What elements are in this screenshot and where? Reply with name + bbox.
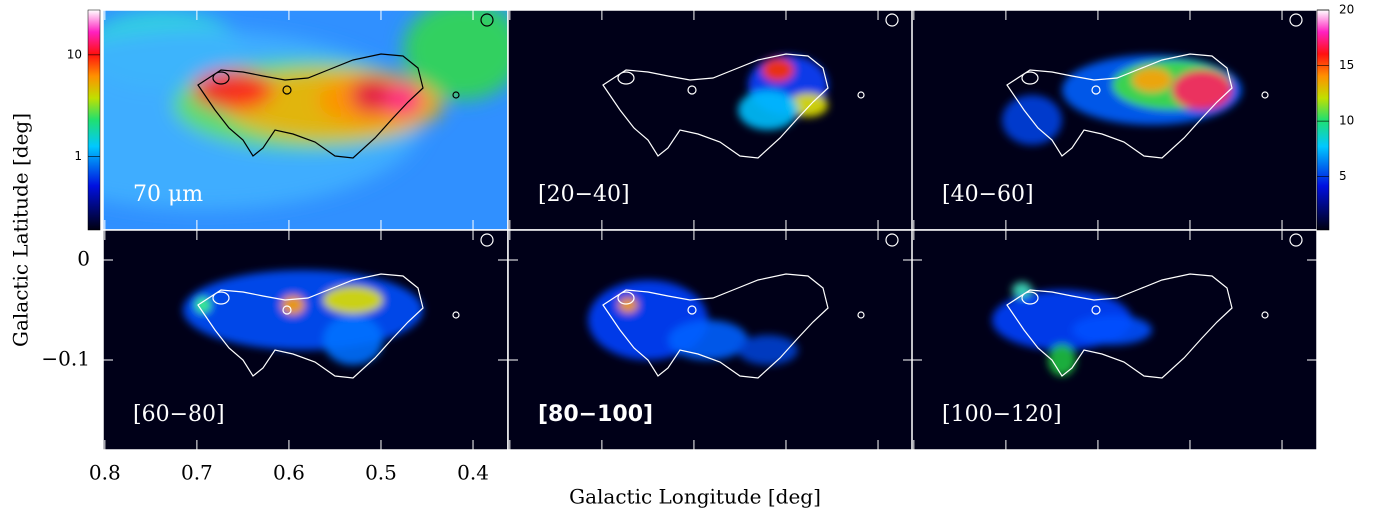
panel: [60−80] (102, 229, 509, 451)
panel-label: [40−60] (942, 182, 1034, 207)
blob (1172, 70, 1232, 110)
blob (1072, 315, 1152, 345)
emission (183, 270, 423, 365)
colorbar (1316, 9, 1330, 231)
panel-label: [20−40] (538, 182, 630, 207)
colorbar-tick-label: 10 (67, 47, 82, 61)
blob (618, 297, 638, 313)
panel: [100−120] (911, 229, 1318, 451)
panel-image (912, 230, 1317, 450)
colorbars: 1 10 5 10 15 20 (67, 3, 1354, 231)
panel: 70 μm (102, 9, 509, 231)
blob (738, 335, 798, 365)
x-axis-label: Galactic Longitude [deg] (569, 485, 821, 509)
colorbar-tick-label: 20 (1339, 3, 1354, 17)
panel-image (508, 230, 913, 450)
background (508, 10, 913, 230)
x-tick-label: 0.6 (273, 461, 305, 485)
blob (738, 90, 798, 130)
blob (403, 10, 508, 100)
colorbar-tick-label: 5 (1339, 169, 1347, 183)
panel-label: [60−80] (133, 402, 225, 427)
x-tick-label: 0.8 (89, 461, 121, 485)
panel-label: [100−120] (942, 402, 1062, 427)
panel: [40−60] (911, 9, 1318, 231)
y-axis-label: Galactic Latitude [deg] (9, 113, 33, 347)
colorbar-tick-label: 15 (1339, 58, 1354, 72)
x-tick-label: 0.5 (365, 461, 397, 485)
panel-label: [80−100] (538, 402, 653, 427)
colorbar-tick-label: 10 (1339, 114, 1354, 128)
panel-image (508, 10, 913, 230)
panel: [80−100] (507, 229, 914, 451)
x-tick-label: 0.4 (457, 461, 489, 485)
blob (1132, 68, 1172, 92)
panel-label: 70 μm (133, 182, 203, 207)
panel: [20−40] (507, 9, 914, 231)
panel-image (103, 10, 508, 230)
panels: 70 μm [20−40] [40−60] [60−80] [80−100] [100−1… (102, 9, 1318, 451)
blob (788, 93, 828, 117)
emission (992, 282, 1152, 376)
colorbar (87, 9, 101, 231)
blob (668, 320, 748, 360)
panel-frame (911, 229, 1318, 451)
blob (1012, 282, 1032, 298)
blob (385, 84, 421, 116)
blob (762, 58, 794, 82)
blob (195, 297, 211, 313)
blob (1048, 344, 1076, 376)
x-tick-label: 0.7 (181, 461, 213, 485)
blob (323, 286, 383, 314)
emission (738, 55, 828, 130)
y-tick-label: 0 (77, 247, 90, 271)
blob (323, 315, 383, 365)
panel-image (103, 230, 508, 450)
colorbar-tick-label: 1 (74, 149, 82, 163)
y-tick-label: −0.1 (41, 347, 90, 371)
panel-image (912, 10, 1317, 230)
blob (351, 77, 395, 113)
